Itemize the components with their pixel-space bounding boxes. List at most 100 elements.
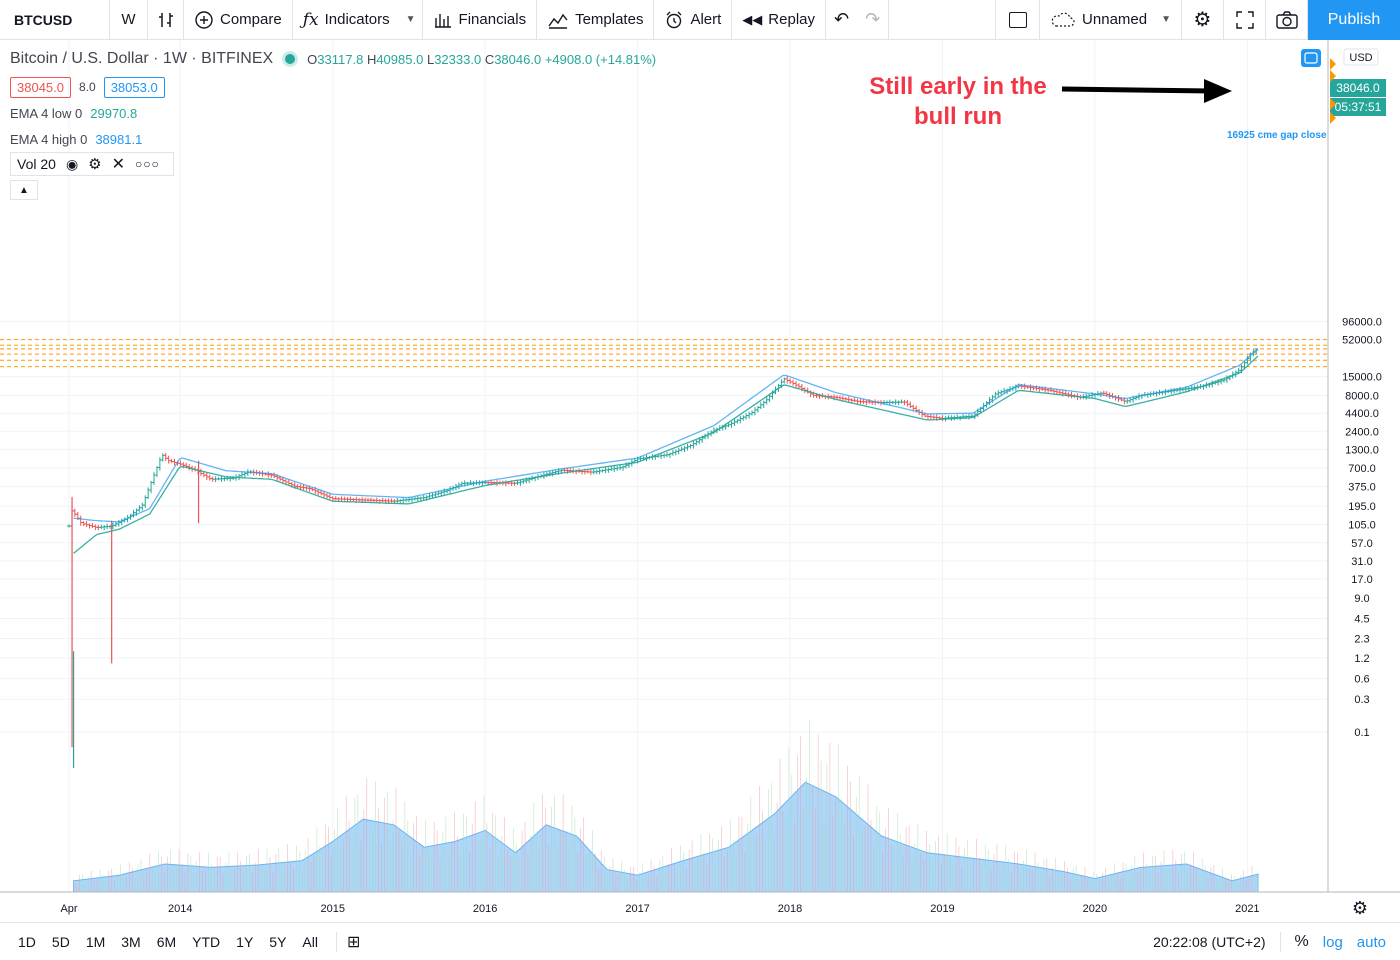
countdown-badge <box>1330 98 1386 116</box>
indicators-button[interactable]: ƒx Indicators ▼ <box>293 0 423 40</box>
function-icon: ƒx <box>302 9 319 30</box>
redo-icon: ↷ <box>865 9 881 29</box>
undo-button[interactable]: ↶ <box>826 0 857 40</box>
countdown-label: 05:37:51 <box>1335 100 1382 114</box>
ema-high-value: 38981.1 <box>95 131 143 147</box>
compare-button[interactable]: Compare <box>184 0 293 40</box>
sell-price-button[interactable]: 38045.0 <box>10 76 71 98</box>
gear-icon[interactable]: ⚙ <box>88 156 102 173</box>
x-tick-label: 2020 <box>1083 903 1107 915</box>
alert-button[interactable]: Alert <box>654 0 733 40</box>
more-icon[interactable]: ○○○ <box>135 157 160 171</box>
templates-icon <box>548 13 568 29</box>
y-tick-label: 15000.0 <box>1342 372 1382 384</box>
range-button-1y[interactable]: 1Y <box>236 933 254 950</box>
y-tick-label: 1.2 <box>1354 653 1369 665</box>
annotation-arrowhead <box>1204 79 1232 103</box>
time-axis-settings-icon[interactable]: ⚙ <box>1352 898 1368 918</box>
currency-label: USD <box>1349 52 1372 64</box>
auto-toggle[interactable]: auto <box>1356 933 1386 951</box>
symbol-label: BTCUSD <box>14 11 73 28</box>
range-button-ytd[interactable]: YTD <box>192 933 221 950</box>
buy-price-button[interactable]: 38053.0 <box>103 76 165 98</box>
y-tick-label: 9.0 <box>1354 593 1369 605</box>
fullscreen-button[interactable] <box>1224 0 1266 40</box>
publish-label: Publish <box>1327 10 1381 28</box>
market-open-indicator <box>285 54 296 64</box>
price-chart[interactable]: 96000.0 52000.0 15000.0 8000.0 4400.0 2400.0 1… <box>0 40 1400 922</box>
chart-legend: Bitcoin / U.S. Dollar · 1W · BITFINEX O3… <box>10 48 656 200</box>
level-lines <box>0 339 1328 368</box>
range-button-3m[interactable]: 3M <box>121 933 141 950</box>
range-button-all[interactable]: All <box>302 933 318 950</box>
bar-style-icon <box>158 12 173 27</box>
interval-button[interactable]: W <box>110 0 148 40</box>
interval-label: W <box>121 11 136 28</box>
open-value: 33117.8 <box>317 51 364 67</box>
expand-icon <box>1235 10 1254 29</box>
chevron-up-icon: ▲ <box>19 184 29 196</box>
y-tick-label: 2.3 <box>1354 634 1369 646</box>
y-tick-label: 8000.0 <box>1345 390 1379 402</box>
settings-button[interactable]: ⚙ <box>1182 0 1224 40</box>
annotation-line1: Still early in the <box>869 73 1046 100</box>
y-tick-label: 2400.0 <box>1345 426 1379 438</box>
volume-legend[interactable]: Vol 20 ◉ ⚙ ✕ ○○○ <box>10 152 174 176</box>
indicators-label: Indicators <box>324 11 390 28</box>
redo-button[interactable]: ↷ <box>857 0 890 40</box>
last-price-label: 38046.0 <box>1336 81 1380 95</box>
financials-button[interactable]: Financials <box>423 0 538 40</box>
y-tick-label: 57.0 <box>1351 538 1372 550</box>
high-value: 40985.0 <box>376 51 424 67</box>
range-button-5d[interactable]: 5D <box>51 933 70 950</box>
x-tick-label: 2016 <box>473 903 497 915</box>
replay-button[interactable]: ◀◀ Replay <box>732 0 826 40</box>
price-axis: 96000.0 52000.0 15000.0 8000.0 4400.0 2400.0 1… <box>1342 316 1382 739</box>
compare-label: Compare <box>220 11 282 28</box>
chevron-down-icon: ▼ <box>1161 14 1171 25</box>
bottom-toolbar: 1D 5D 1M 3M 6M YTD 1Y 5Y All ⊞ 20:22:08 (UTC+2) … <box>0 922 1400 960</box>
range-button-6m[interactable]: 6M <box>156 933 177 950</box>
eye-icon[interactable]: ◉ <box>65 155 79 172</box>
annotation-arrow <box>1061 86 1213 94</box>
alert-label: Alert <box>690 11 722 28</box>
ema-low-value: 29970.8 <box>90 105 138 121</box>
x-tick-label: 2014 <box>168 903 192 915</box>
y-tick-label: 4.5 <box>1354 614 1369 626</box>
undo-icon: ↶ <box>834 9 850 29</box>
percent-toggle[interactable]: % <box>1294 933 1309 950</box>
range-button-1d[interactable]: 1D <box>18 933 36 950</box>
range-button-1m[interactable]: 1M <box>85 933 106 950</box>
ema-high-row[interactable]: EMA 4 high 0 38981.1 <box>10 126 656 152</box>
bar-style-button[interactable] <box>148 0 184 40</box>
x-tick-label: 2017 <box>625 903 649 915</box>
templates-button[interactable]: Templates <box>537 0 655 40</box>
legend-title: Bitcoin / U.S. Dollar · 1W · BITFINEX <box>10 50 274 67</box>
scroll-to-realtime-button[interactable] <box>1301 49 1321 67</box>
layout-name-button[interactable]: Unnamed ▼ <box>1040 0 1182 40</box>
symbol-search[interactable]: BTCUSD <box>0 0 110 40</box>
replay-label: Replay <box>768 11 815 28</box>
snapshot-button[interactable] <box>1266 0 1308 40</box>
x-tick-label: 2015 <box>320 903 344 915</box>
cme-gap-note: 16925 cme gap close <box>1227 130 1327 141</box>
financials-icon <box>434 13 451 28</box>
ema-low-label: EMA 4 low 0 <box>10 105 83 121</box>
date-range-icon[interactable]: ⊞ <box>346 933 361 951</box>
y-tick-label: 52000.0 <box>1342 335 1382 347</box>
close-icon[interactable]: ✕ <box>111 156 126 173</box>
time-axis: Apr 2014 2015 2016 2017 2018 2019 2020 2021 <box>60 903 1259 915</box>
chevron-down-icon: ▼ <box>405 14 416 25</box>
volume-pane <box>73 719 1259 893</box>
gear-icon: ⚙ <box>1193 9 1212 31</box>
spread-value: 8.0 <box>79 80 96 94</box>
ema-low-row[interactable]: EMA 4 low 0 29970.8 <box>10 100 656 126</box>
separator <box>1279 932 1281 952</box>
log-toggle[interactable]: log <box>1322 933 1343 951</box>
clock-label[interactable]: 20:22:08 (UTC+2) <box>1153 934 1266 950</box>
publish-button[interactable]: Publish <box>1308 0 1400 40</box>
fullscreen-layout-button[interactable] <box>996 0 1041 40</box>
y-tick-label: 31.0 <box>1351 556 1372 568</box>
collapse-legend-button[interactable]: ▲ <box>10 180 38 200</box>
range-button-5y[interactable]: 5Y <box>269 933 287 950</box>
